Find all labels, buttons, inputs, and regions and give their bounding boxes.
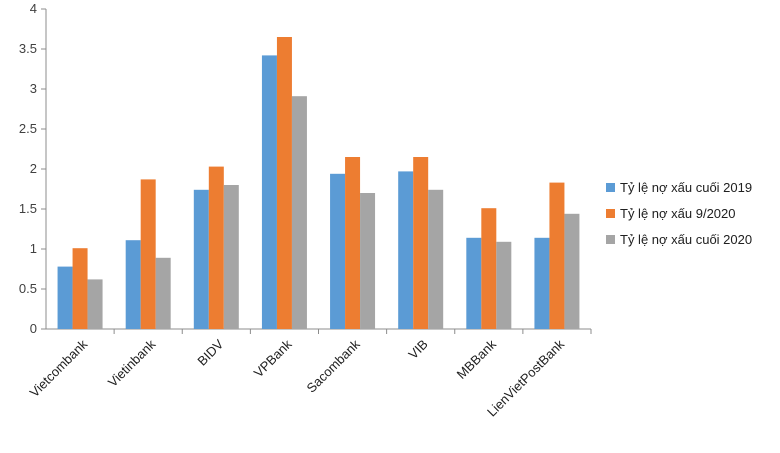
bar-bidv-series-1 xyxy=(193,189,209,329)
legend-label: Tỷ lệ nợ xấu cuối 2020 xyxy=(620,232,752,247)
y-tick-label: 1 xyxy=(30,241,37,256)
bar-lienvietpostbank-series-2 xyxy=(549,182,565,329)
bar-lienvietpostbank-series-1 xyxy=(534,237,550,329)
bar-sacombank-series-1 xyxy=(330,173,346,329)
legend-swatch xyxy=(606,235,615,244)
bar-vib-series-1 xyxy=(398,171,414,329)
bar-bidv-series-3 xyxy=(223,185,239,329)
bar-vietinbank-series-2 xyxy=(140,179,156,329)
y-tick-label: 3.5 xyxy=(19,41,37,56)
y-axis-ticks: 0 0.5 1 1.5 2 2.5 3 3.5 4 xyxy=(19,1,46,336)
bar-mbbank-series-1 xyxy=(466,237,482,329)
y-tick-label: 2 xyxy=(30,161,37,176)
bar-lienvietpostbank-series-3 xyxy=(564,213,580,329)
chart-bars xyxy=(57,37,592,334)
bar-vietinbank-series-1 xyxy=(125,240,141,329)
y-tick-label: 1.5 xyxy=(19,201,37,216)
bar-mbbank-series-2 xyxy=(481,208,497,329)
bar-bidv-series-2 xyxy=(208,166,224,329)
bar-vietinbank-series-3 xyxy=(155,257,171,329)
y-tick-label: 0 xyxy=(30,321,37,336)
legend-label: Tỷ lệ nợ xấu 9/2020 xyxy=(620,206,735,221)
bar-vpbank-series-3 xyxy=(291,96,307,329)
bar-sacombank-series-2 xyxy=(345,157,361,329)
bar-vpbank-series-1 xyxy=(261,55,277,330)
x-category-label: MBBank xyxy=(454,336,500,382)
x-category-label: BIDV xyxy=(194,336,226,368)
bar-sacombank-series-3 xyxy=(360,193,376,329)
chart-legend: Tỷ lệ nợ xấu cuối 2019 Tỷ lệ nợ xấu 9/202… xyxy=(606,180,752,247)
bar-vib-series-3 xyxy=(428,189,444,329)
y-tick-label: 2.5 xyxy=(19,121,37,136)
bar-vib-series-2 xyxy=(413,157,429,329)
bar-vietcombank-series-3 xyxy=(87,279,103,329)
legend-swatch xyxy=(606,209,615,218)
x-category-label: Vietcombank xyxy=(27,336,91,400)
x-category-label: Vietinbank xyxy=(105,336,159,390)
legend-label: Tỷ lệ nợ xấu cuối 2019 xyxy=(620,180,752,195)
bar-vietcombank-series-2 xyxy=(72,248,88,329)
y-tick-label: 4 xyxy=(30,1,37,16)
legend-swatch xyxy=(606,183,615,192)
x-category-label: VIB xyxy=(405,337,430,362)
bar-vietcombank-series-1 xyxy=(57,266,73,329)
y-tick-label: 0.5 xyxy=(19,281,37,296)
x-axis-categories: Vietcombank Vietinbank BIDV VPBank Sacombank… xyxy=(27,336,568,419)
bar-mbbank-series-3 xyxy=(496,241,512,329)
x-category-label: VPBank xyxy=(251,336,295,380)
x-category-label: Sacombank xyxy=(304,336,364,396)
bar-vpbank-series-2 xyxy=(276,37,292,329)
y-tick-label: 3 xyxy=(30,81,37,96)
